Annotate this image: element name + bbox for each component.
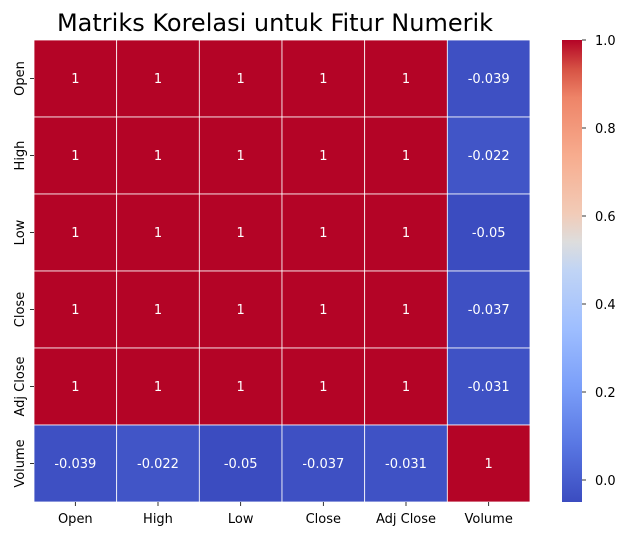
heatmap-cell-4-4 (364, 347, 448, 426)
cell-annotation-1-2: 1 (237, 149, 245, 164)
cell-annotation-0-2: 1 (237, 72, 245, 87)
colorbar-tick-label-4: 0.8 (595, 122, 616, 137)
x-tick-label-5: Volume (464, 512, 512, 527)
cell-annotation-3-1: 1 (154, 303, 162, 318)
heatmap-cell-4-5 (446, 347, 531, 426)
cell-annotation-0-1: 1 (154, 72, 162, 87)
cell-annotation-2-2: 1 (237, 226, 245, 241)
heatmap-cells (33, 39, 531, 503)
cell-annotation-2-1: 1 (154, 226, 162, 241)
cell-annotation-3-2: 1 (237, 303, 245, 318)
heatmap-cell-3-0 (33, 270, 118, 349)
cell-annotation-3-0: 1 (71, 303, 79, 318)
heatmap-cell-1-3 (281, 116, 366, 195)
cell-annotation-2-3: 1 (319, 226, 327, 241)
colorbar-tick-label-1: 0.2 (595, 386, 616, 401)
colorbar-gradient (562, 40, 582, 502)
cell-annotation-4-1: 1 (154, 380, 162, 395)
heatmap-cell-0-2 (198, 39, 283, 118)
heatmap-cell-0-3 (281, 39, 366, 118)
x-tick-label-1: High (143, 512, 173, 527)
heatmap-cell-2-0 (33, 193, 118, 272)
cell-annotation-4-3: 1 (319, 380, 327, 395)
heatmap-cell-3-3 (281, 270, 366, 349)
cell-annotation-5-5: 1 (485, 457, 493, 472)
colorbar-tick-label-0: 0.0 (595, 474, 616, 489)
colorbar-ticks: 0.0 0.2 0.4 0.6 0.8 1.0 (582, 34, 616, 489)
y-tick-label-1: High (13, 141, 28, 171)
heatmap-cell-2-4 (364, 193, 448, 272)
y-tick-label-0: Open (13, 61, 28, 96)
heatmap-cell-2-5 (446, 193, 531, 272)
heatmap-cell-5-5 (446, 424, 531, 503)
y-tick-label-4: Adj Close (13, 356, 28, 416)
cell-annotation-5-4: -0.031 (385, 457, 427, 472)
cell-annotation-2-0: 1 (71, 226, 79, 241)
cell-annotation-0-5: -0.039 (468, 72, 510, 87)
x-tick-label-3: Close (306, 512, 341, 527)
heatmap-cell-3-1 (116, 270, 200, 349)
heatmap-cell-4-3 (281, 347, 366, 426)
heatmap-cell-0-5 (446, 39, 531, 118)
cell-annotation-1-3: 1 (319, 149, 327, 164)
heatmap-cell-1-1 (116, 116, 200, 195)
heatmap-cell-3-5 (446, 270, 531, 349)
cell-annotation-3-3: 1 (319, 303, 327, 318)
cell-annotation-5-1: -0.022 (137, 457, 179, 472)
heatmap-cell-4-0 (33, 347, 118, 426)
x-tick-label-4: Adj Close (376, 512, 436, 527)
colorbar-tick-label-3: 0.6 (595, 210, 616, 225)
cell-annotation-5-3: -0.037 (302, 457, 344, 472)
heatmap-cell-1-5 (446, 116, 531, 195)
heatmap-cell-2-1 (116, 193, 200, 272)
cell-annotation-5-0: -0.039 (54, 457, 96, 472)
colorbar-tick-label-5: 1.0 (595, 34, 616, 49)
cell-annotation-3-5: -0.037 (468, 303, 510, 318)
cell-annotation-2-4: 1 (402, 226, 410, 241)
heatmap-cell-2-2 (198, 193, 283, 272)
heatmap-cell-0-4 (364, 39, 448, 118)
heatmap-cell-5-4 (364, 424, 448, 503)
cell-annotation-4-2: 1 (237, 380, 245, 395)
heatmap-cell-3-2 (198, 270, 283, 349)
x-axis: Open High Low Close Adj Close Volume (58, 502, 513, 527)
cell-annotation-3-4: 1 (402, 303, 410, 318)
heatmap-annotations: 1 1 1 1 1 -0.039 1 1 1 1 1 -0.022 1 1 1 1 1 -0.05 1 1 1 1 1 -0.… (54, 72, 509, 472)
y-tick-label-5: Volume (13, 439, 28, 487)
chart-title: Matriks Korelasi untuk Fitur Numerik (57, 9, 493, 37)
heatmap-cell-0-0 (33, 39, 118, 118)
x-tick-label-2: Low (228, 512, 254, 527)
y-tick-label-2: Low (13, 219, 28, 245)
cell-annotation-0-4: 1 (402, 72, 410, 87)
cell-annotation-1-1: 1 (154, 149, 162, 164)
cell-annotation-4-0: 1 (71, 380, 79, 395)
colorbar-tick-label-2: 0.4 (595, 298, 616, 313)
cell-annotation-1-0: 1 (71, 149, 79, 164)
cell-annotation-1-4: 1 (402, 149, 410, 164)
cell-annotation-4-4: 1 (402, 380, 410, 395)
cell-annotation-0-3: 1 (319, 72, 327, 87)
cell-annotation-0-0: 1 (71, 72, 79, 87)
heatmap-cell-3-4 (364, 270, 448, 349)
cell-annotation-4-5: -0.031 (468, 380, 510, 395)
y-tick-label-3: Close (13, 292, 28, 327)
heatmap-cell-5-0 (33, 424, 118, 503)
x-tick-label-0: Open (58, 512, 93, 527)
colorbar: 0.0 0.2 0.4 0.6 0.8 1.0 (562, 34, 616, 502)
heatmap-cell-0-1 (116, 39, 200, 118)
cell-annotation-1-5: -0.022 (468, 149, 510, 164)
heatmap-cell-4-2 (198, 347, 283, 426)
cell-annotation-5-2: -0.05 (224, 457, 258, 472)
heatmap-cell-2-3 (281, 193, 366, 272)
y-axis: Open High Low Close Adj Close Volume (13, 61, 34, 488)
cell-annotation-2-5: -0.05 (472, 226, 506, 241)
